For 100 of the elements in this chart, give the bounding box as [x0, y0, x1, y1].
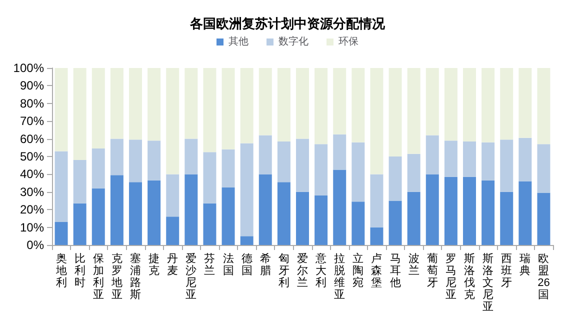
bar	[184, 138, 198, 174]
bar	[352, 142, 365, 202]
bar	[92, 188, 105, 245]
bar	[500, 140, 514, 192]
bar	[258, 174, 272, 245]
bar	[370, 68, 384, 174]
bar	[463, 141, 476, 177]
bar	[203, 203, 216, 245]
bar	[352, 68, 365, 142]
bar	[482, 142, 495, 180]
bar	[537, 144, 550, 193]
x-tick-label: 爱沙尼亚	[186, 252, 197, 301]
bar	[277, 68, 290, 142]
bar	[500, 68, 514, 140]
x-tick-label: 法国	[222, 252, 234, 277]
bar	[314, 195, 328, 245]
bar	[407, 154, 420, 192]
y-tick-label: 80%	[20, 96, 44, 110]
bar	[54, 68, 68, 152]
x-tick-label: 芬兰	[204, 252, 216, 277]
bar	[92, 68, 105, 149]
x-tick-label: 希腊	[260, 252, 271, 277]
bar	[277, 182, 290, 245]
bar	[73, 160, 86, 204]
bar	[444, 68, 458, 141]
bar	[110, 138, 124, 176]
bar	[537, 68, 550, 144]
chart-title: 各国欧洲复苏计划中资源分配情况	[189, 16, 386, 31]
bar	[166, 216, 180, 245]
legend-label: 环保	[338, 36, 358, 48]
bar	[54, 151, 68, 222]
bar	[444, 140, 458, 177]
y-tick-label: 60%	[20, 132, 44, 146]
bar	[166, 174, 180, 217]
y-tick-label: 70%	[20, 114, 44, 128]
y-tick-label: 90%	[20, 78, 44, 93]
bar	[222, 149, 235, 188]
bar	[463, 68, 476, 142]
x-tick-label: 欧盟26国	[538, 253, 550, 301]
bar	[426, 174, 439, 245]
bar	[240, 68, 254, 144]
bar	[258, 68, 272, 136]
bar	[203, 68, 216, 152]
bar	[314, 68, 328, 144]
x-tick-label: 波兰	[408, 252, 420, 277]
bar	[148, 140, 161, 180]
x-tick-label: 瑞典	[520, 252, 531, 277]
bar	[482, 180, 495, 245]
bar	[129, 182, 142, 245]
bar	[370, 174, 384, 228]
bar	[426, 68, 439, 136]
bar	[258, 135, 272, 174]
bar	[110, 175, 124, 245]
x-tick-label: 意大利	[314, 252, 327, 289]
x-tick-label: 塞浦路斯	[130, 252, 141, 301]
bar	[148, 180, 161, 245]
y-tick-label: 20%	[20, 202, 44, 217]
x-tick-label: 立陶宛	[352, 252, 364, 289]
bar	[314, 144, 328, 196]
x-tick-label: 爱尔兰	[297, 252, 308, 289]
bar	[240, 236, 254, 245]
bar	[296, 192, 309, 245]
x-tick-label: 丹麦	[167, 253, 178, 277]
bar	[184, 68, 198, 139]
bar	[54, 222, 68, 245]
x-tick-label: 德国	[241, 253, 252, 277]
legend-label: 其他	[228, 36, 248, 48]
bar	[333, 134, 346, 170]
bar	[333, 68, 346, 134]
bar	[426, 135, 439, 174]
bar	[110, 68, 124, 139]
bar	[370, 227, 384, 245]
x-tick-label: 捷克	[148, 252, 160, 277]
bar	[73, 68, 86, 160]
y-tick-label: 0%	[26, 238, 44, 252]
bar	[203, 152, 216, 204]
y-tick-label: 40%	[20, 167, 44, 182]
bar	[388, 156, 402, 201]
y-tick-label: 50%	[20, 150, 44, 164]
bar	[407, 68, 420, 154]
bar	[518, 138, 532, 182]
bar	[537, 192, 550, 245]
bar	[73, 203, 86, 245]
x-tick-label: 拉脱维亚	[334, 253, 346, 301]
y-tick-label: 10%	[20, 220, 44, 234]
bar	[518, 68, 532, 138]
x-tick-label: 斯洛伐克	[464, 252, 475, 301]
x-tick-label: 马耳他	[390, 253, 401, 289]
bar	[296, 138, 309, 192]
bar	[388, 68, 402, 156]
x-tick-label: 罗马尼亚	[445, 253, 456, 301]
y-tick-label: 30%	[20, 184, 44, 199]
bar	[129, 68, 142, 140]
bar	[92, 148, 105, 188]
bar	[240, 143, 254, 236]
bar	[148, 68, 161, 141]
bar	[407, 192, 420, 245]
bar	[500, 192, 514, 245]
bar	[222, 68, 235, 150]
x-tick-label: 克罗地亚	[110, 252, 122, 301]
